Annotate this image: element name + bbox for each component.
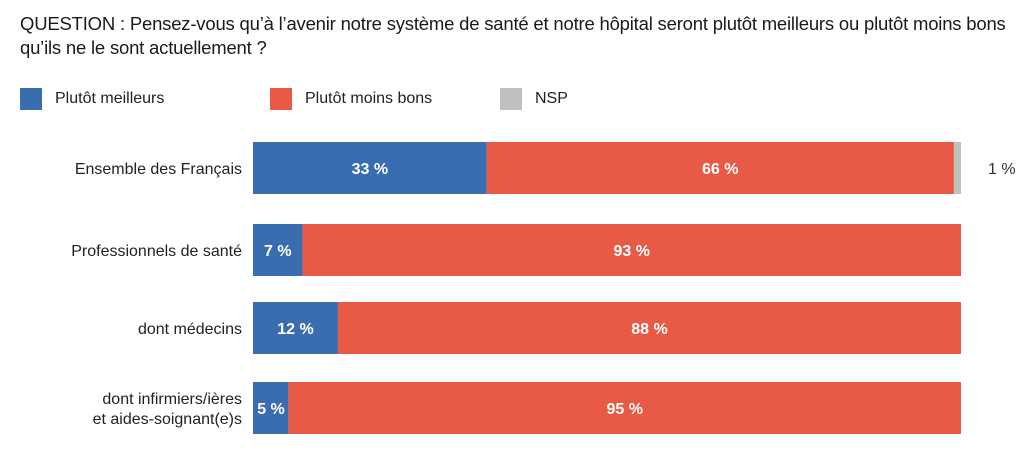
bar-segment-plut-t-meilleurs — [253, 302, 338, 354]
legend-swatch — [500, 88, 522, 110]
legend-label: NSP — [535, 90, 568, 107]
legend-item-nsp: NSP — [500, 88, 568, 110]
bar-segment-plut-t-moins-bons — [486, 142, 954, 194]
data-label: 95 % — [606, 401, 642, 418]
data-label: 7 % — [264, 243, 292, 260]
bar-segment-plut-t-moins-bons — [288, 382, 961, 434]
bar-segment-plut-t-meilleurs — [253, 224, 303, 276]
bar-segment-plut-t-moins-bons — [302, 224, 961, 276]
data-label: 1 % — [988, 161, 1016, 178]
data-label: 33 % — [352, 161, 388, 178]
bar-segment-nsp — [953, 142, 961, 194]
category-label: Ensemble des Français — [75, 161, 242, 178]
legend-item-plutot-moins-bons: Plutôt moins bons — [270, 88, 432, 110]
legend-label: Plutôt meilleurs — [55, 90, 165, 107]
data-label: 5 % — [257, 401, 285, 418]
data-label: 88 % — [631, 321, 667, 338]
data-label: 93 % — [614, 243, 650, 260]
legend-item-plutot-meilleurs: Plutôt meilleurs — [20, 88, 164, 110]
legend-swatch — [270, 88, 292, 110]
bar-segment-plut-t-meilleurs — [253, 382, 289, 434]
chart-title: QUESTION : Pensez-vous qu’à l’avenir not… — [20, 13, 1006, 58]
legend-label: Plutôt moins bons — [305, 90, 433, 107]
bar-segment-plut-t-moins-bons — [337, 302, 962, 354]
legend-swatch — [20, 88, 42, 110]
data-label: 12 % — [277, 321, 313, 338]
category-label: dont médecins — [138, 321, 242, 338]
category-label: dont infirmiers/ières et aides-soignant(e… — [93, 391, 242, 428]
data-label: 66 % — [702, 161, 738, 178]
bar-segment-plut-t-meilleurs — [253, 142, 487, 194]
category-label: Professionnels de santé — [71, 243, 242, 260]
